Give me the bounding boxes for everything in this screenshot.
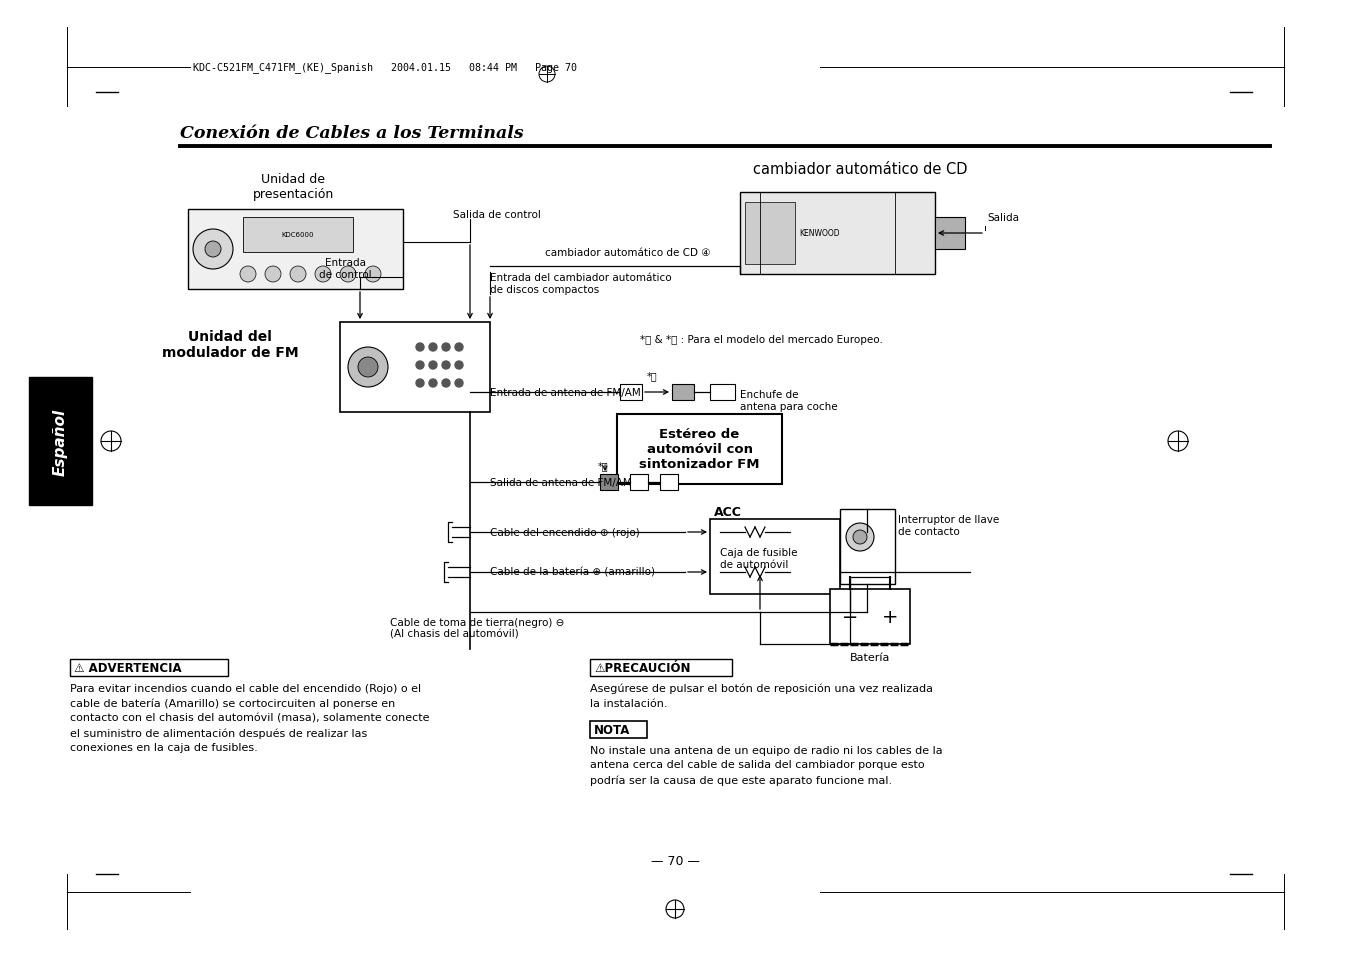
Text: KDC-C521FM_C471FM_(KE)_Spanish   2004.01.15   08:44 PM   Page 70: KDC-C521FM_C471FM_(KE)_Spanish 2004.01.1…: [193, 63, 577, 73]
Circle shape: [349, 348, 388, 388]
Text: KDC6000: KDC6000: [282, 232, 315, 237]
Text: *Ⓑ & *Ⓒ : Para el modelo del mercado Europeo.: *Ⓑ & *Ⓒ : Para el modelo del mercado Eur…: [640, 335, 882, 345]
Circle shape: [416, 361, 424, 370]
Text: *Ⓒ: *Ⓒ: [647, 371, 658, 380]
Text: Para evitar incendios cuando el cable del encendido (Rojo) o el
cable de batería: Para evitar incendios cuando el cable de…: [70, 683, 430, 752]
Text: *Ⓑ: *Ⓑ: [598, 460, 608, 471]
Text: ⚠PRECAUCIÓN: ⚠PRECAUCIÓN: [594, 661, 690, 675]
Circle shape: [265, 267, 281, 283]
Bar: [620, 385, 642, 400]
Bar: [617, 415, 782, 484]
Text: Entrada
de control: Entrada de control: [319, 257, 372, 279]
Bar: [600, 475, 617, 491]
Circle shape: [455, 344, 463, 352]
Text: ACC: ACC: [713, 505, 742, 518]
Bar: [744, 203, 794, 265]
Circle shape: [358, 357, 378, 377]
Text: +: +: [882, 608, 898, 627]
Bar: [453, 522, 466, 542]
Text: −: −: [842, 608, 858, 627]
Text: KENWOOD: KENWOOD: [800, 230, 840, 238]
Text: Español: Español: [53, 408, 68, 476]
Bar: [630, 475, 648, 491]
Circle shape: [365, 267, 381, 283]
Bar: [671, 385, 694, 400]
Bar: [340, 323, 490, 413]
Circle shape: [430, 379, 436, 388]
Circle shape: [846, 523, 874, 552]
Circle shape: [193, 230, 232, 270]
Bar: [28, 377, 92, 505]
Text: Cable del encendido ⊕ (rojo): Cable del encendido ⊕ (rojo): [490, 527, 640, 537]
Circle shape: [416, 344, 424, 352]
Text: Conexión de Cables a los Terminals: Conexión de Cables a los Terminals: [180, 125, 524, 142]
Text: cambiador automático de CD: cambiador automático de CD: [753, 162, 967, 177]
Bar: [590, 659, 732, 677]
Text: Salida: Salida: [988, 213, 1019, 223]
Text: Batería: Batería: [850, 652, 890, 662]
Text: Cable de la batería ⊕ (amarillo): Cable de la batería ⊕ (amarillo): [490, 567, 655, 578]
Text: Asegúrese de pulsar el botón de reposición una vez realizada
la instalación.: Asegúrese de pulsar el botón de reposici…: [590, 683, 934, 708]
Bar: [243, 218, 353, 253]
Circle shape: [455, 361, 463, 370]
Bar: [840, 510, 894, 584]
Circle shape: [430, 344, 436, 352]
Bar: [830, 589, 911, 644]
Bar: [711, 519, 840, 595]
Text: Interruptor de llave
de contacto: Interruptor de llave de contacto: [898, 515, 1000, 536]
Circle shape: [240, 267, 255, 283]
Text: NOTA: NOTA: [594, 723, 631, 737]
Bar: [188, 210, 403, 290]
Text: Enchufe de
antena para coche: Enchufe de antena para coche: [740, 390, 838, 411]
Text: Estéreo de
automóvil con
sintonizador FM: Estéreo de automóvil con sintonizador FM: [639, 428, 759, 471]
Bar: [740, 193, 935, 274]
Circle shape: [290, 267, 305, 283]
Circle shape: [442, 344, 450, 352]
Text: Caja de fusible
de automóvil: Caja de fusible de automóvil: [720, 548, 797, 569]
Text: ⚠ ADVERTENCIA: ⚠ ADVERTENCIA: [74, 661, 181, 675]
Circle shape: [442, 361, 450, 370]
Circle shape: [455, 379, 463, 388]
Circle shape: [340, 267, 357, 283]
Text: Salida de control: Salida de control: [453, 210, 540, 220]
Text: — 70 —: — 70 —: [650, 854, 700, 867]
Circle shape: [315, 267, 331, 283]
Text: No instale una antena de un equipo de radio ni los cables de la
antena cerca del: No instale una antena de un equipo de ra…: [590, 745, 943, 784]
Bar: [711, 385, 735, 400]
Text: Salida de antena de FM/AM: Salida de antena de FM/AM: [490, 477, 632, 488]
Bar: [935, 218, 965, 250]
Circle shape: [416, 379, 424, 388]
Text: Entrada del cambiador automático
de discos compactos: Entrada del cambiador automático de disc…: [490, 273, 671, 294]
Bar: [449, 562, 470, 582]
Circle shape: [852, 531, 867, 544]
Text: Entrada de antena de FM/AM: Entrada de antena de FM/AM: [490, 388, 640, 397]
Bar: [590, 721, 647, 739]
Text: Unidad del
modulador de FM: Unidad del modulador de FM: [162, 330, 299, 360]
Circle shape: [442, 379, 450, 388]
Bar: [661, 475, 678, 491]
Circle shape: [430, 361, 436, 370]
Text: cambiador automático de CD ④: cambiador automático de CD ④: [544, 248, 711, 257]
Circle shape: [205, 242, 222, 257]
Text: Unidad de
presentación: Unidad de presentación: [253, 172, 334, 201]
Text: Cable de toma de tierra(negro) ⊖
(Al chasis del automóvil): Cable de toma de tierra(negro) ⊖ (Al cha…: [390, 618, 565, 639]
Bar: [70, 659, 228, 677]
